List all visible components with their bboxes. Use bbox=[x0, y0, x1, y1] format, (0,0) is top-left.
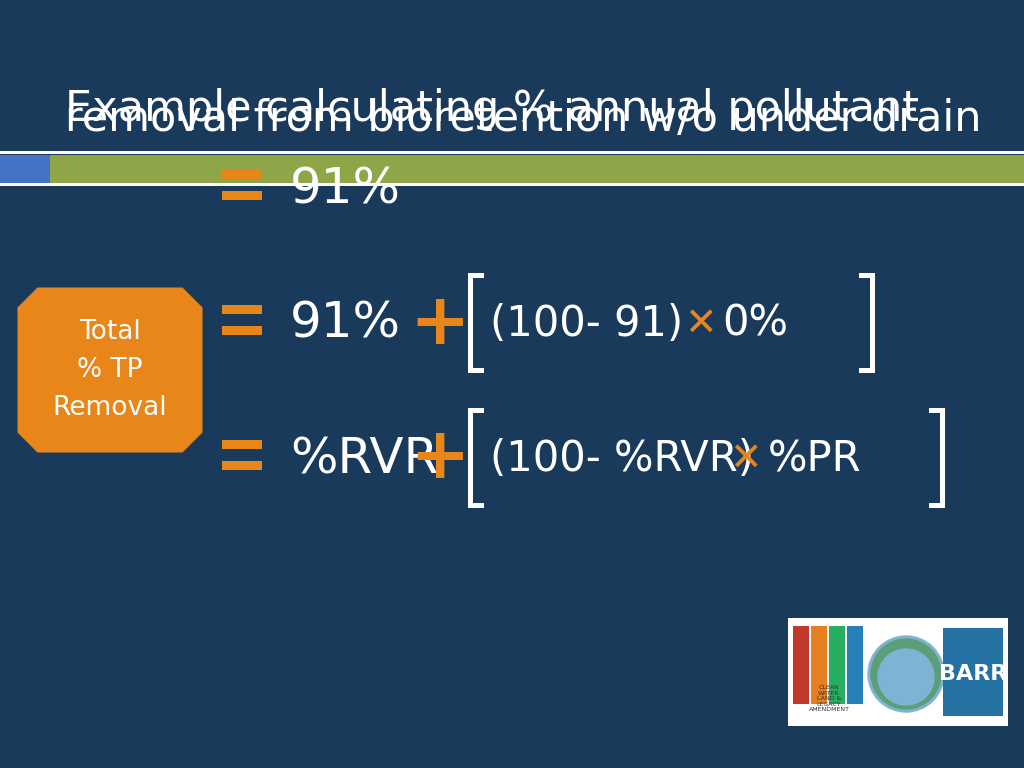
Bar bbox=[943, 628, 1002, 716]
Polygon shape bbox=[17, 287, 203, 452]
Text: 0%: 0% bbox=[722, 303, 788, 345]
Bar bbox=[222, 170, 262, 179]
Bar bbox=[222, 191, 262, 200]
Bar bbox=[0, 151, 1024, 154]
Bar bbox=[50, 155, 1024, 183]
Bar bbox=[468, 503, 484, 508]
Bar bbox=[222, 305, 262, 314]
Bar bbox=[859, 368, 874, 373]
Bar bbox=[468, 408, 484, 413]
Bar bbox=[929, 408, 945, 413]
Text: +: + bbox=[410, 425, 470, 494]
Text: removal from bioretention w/o under drain: removal from bioretention w/o under drai… bbox=[65, 98, 981, 140]
Bar bbox=[811, 626, 827, 704]
Bar bbox=[793, 626, 809, 704]
Bar bbox=[468, 273, 484, 278]
Text: +: + bbox=[410, 290, 470, 359]
Bar bbox=[468, 368, 484, 373]
Bar bbox=[222, 440, 262, 449]
Bar bbox=[847, 626, 863, 704]
Text: CLEAN
WATER
LAND &
LEGACY
AMENDMENT: CLEAN WATER LAND & LEGACY AMENDMENT bbox=[809, 685, 850, 712]
Text: Example calculating % annual pollutant: Example calculating % annual pollutant bbox=[65, 88, 919, 130]
Text: Total: Total bbox=[79, 319, 141, 345]
Text: 91%: 91% bbox=[290, 165, 401, 213]
Bar bbox=[0, 183, 1024, 186]
Bar bbox=[829, 626, 845, 704]
Bar bbox=[222, 326, 262, 335]
Text: %RVR: %RVR bbox=[290, 435, 438, 483]
Text: (100- %RVR): (100- %RVR) bbox=[490, 438, 754, 480]
Circle shape bbox=[868, 636, 944, 712]
Bar bbox=[870, 273, 874, 373]
Bar bbox=[929, 503, 945, 508]
Circle shape bbox=[871, 639, 941, 709]
Text: ✕: ✕ bbox=[729, 440, 761, 478]
Bar bbox=[940, 408, 945, 508]
Bar bbox=[468, 408, 473, 508]
Text: 91%: 91% bbox=[290, 300, 401, 348]
Bar bbox=[859, 273, 874, 278]
Circle shape bbox=[878, 649, 934, 705]
Bar bbox=[468, 273, 473, 373]
Bar bbox=[788, 618, 1008, 726]
Text: BARR: BARR bbox=[939, 664, 1008, 684]
Text: %PR: %PR bbox=[768, 438, 861, 480]
Text: % TP: % TP bbox=[77, 357, 142, 383]
Bar bbox=[222, 461, 262, 470]
Text: ✕: ✕ bbox=[684, 305, 717, 343]
Text: (100- 91): (100- 91) bbox=[490, 303, 683, 345]
Bar bbox=[0, 155, 50, 183]
Text: Removal: Removal bbox=[52, 395, 167, 421]
